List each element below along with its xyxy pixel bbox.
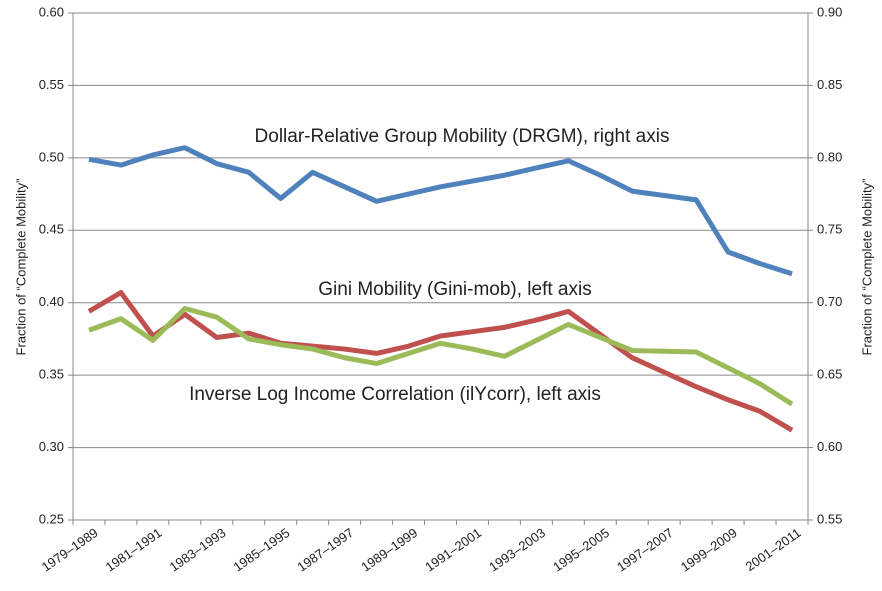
x-tick-label: 1995–2005 bbox=[550, 525, 612, 575]
x-tick-label: 1987–1997 bbox=[294, 525, 356, 575]
y2-axis-title: Fraction of “Complete Mobility” bbox=[859, 179, 874, 356]
x-tick-label: 1999–2009 bbox=[678, 525, 740, 575]
series-label: Dollar-Relative Group Mobility (DRGM), r… bbox=[255, 126, 670, 147]
x-tick-label: 1979–1989 bbox=[39, 525, 101, 575]
y2-tick-label: 0.65 bbox=[817, 367, 842, 382]
y-axis-title: Fraction of “Complete Mobility” bbox=[13, 179, 28, 356]
series-line bbox=[88, 145, 793, 277]
y-tick-label: 0.45 bbox=[39, 222, 64, 237]
x-tick-label: 1993–2003 bbox=[486, 525, 548, 575]
series-line bbox=[87, 290, 794, 433]
y2-tick-label: 0.75 bbox=[817, 222, 842, 237]
y2-tick-label: 0.70 bbox=[817, 294, 842, 309]
y-tick-label: 0.60 bbox=[39, 4, 64, 19]
series-line bbox=[88, 306, 794, 407]
x-tick-label: 1985–1995 bbox=[230, 525, 292, 575]
x-tick-label: 1981–1991 bbox=[103, 525, 165, 575]
x-tick-label: 1983–1993 bbox=[167, 525, 229, 575]
y-tick-label: 0.40 bbox=[39, 294, 64, 309]
y2-tick-label: 0.60 bbox=[817, 439, 842, 454]
y2-tick-label: 0.55 bbox=[817, 511, 842, 526]
y2-tick-label: 0.85 bbox=[817, 77, 842, 92]
x-tick-label: 1997–2007 bbox=[614, 525, 676, 575]
x-tick-label: 1991–2001 bbox=[422, 525, 484, 575]
series-label: Inverse Log Income Correlation (ilYcorr)… bbox=[189, 384, 601, 405]
y2-tick-label: 0.80 bbox=[817, 149, 842, 164]
y-tick-label: 0.50 bbox=[39, 149, 64, 164]
y-tick-label: 0.35 bbox=[39, 367, 64, 382]
y-tick-label: 0.30 bbox=[39, 439, 64, 454]
series-label: Gini Mobility (Gini-mob), left axis bbox=[318, 279, 591, 300]
x-tick-label: 1989–1999 bbox=[358, 525, 420, 575]
y2-tick-label: 0.90 bbox=[817, 4, 842, 19]
y-tick-label: 0.25 bbox=[39, 511, 64, 526]
y-tick-label: 0.55 bbox=[39, 77, 64, 92]
x-tick-label: 2001–2011 bbox=[743, 525, 804, 574]
